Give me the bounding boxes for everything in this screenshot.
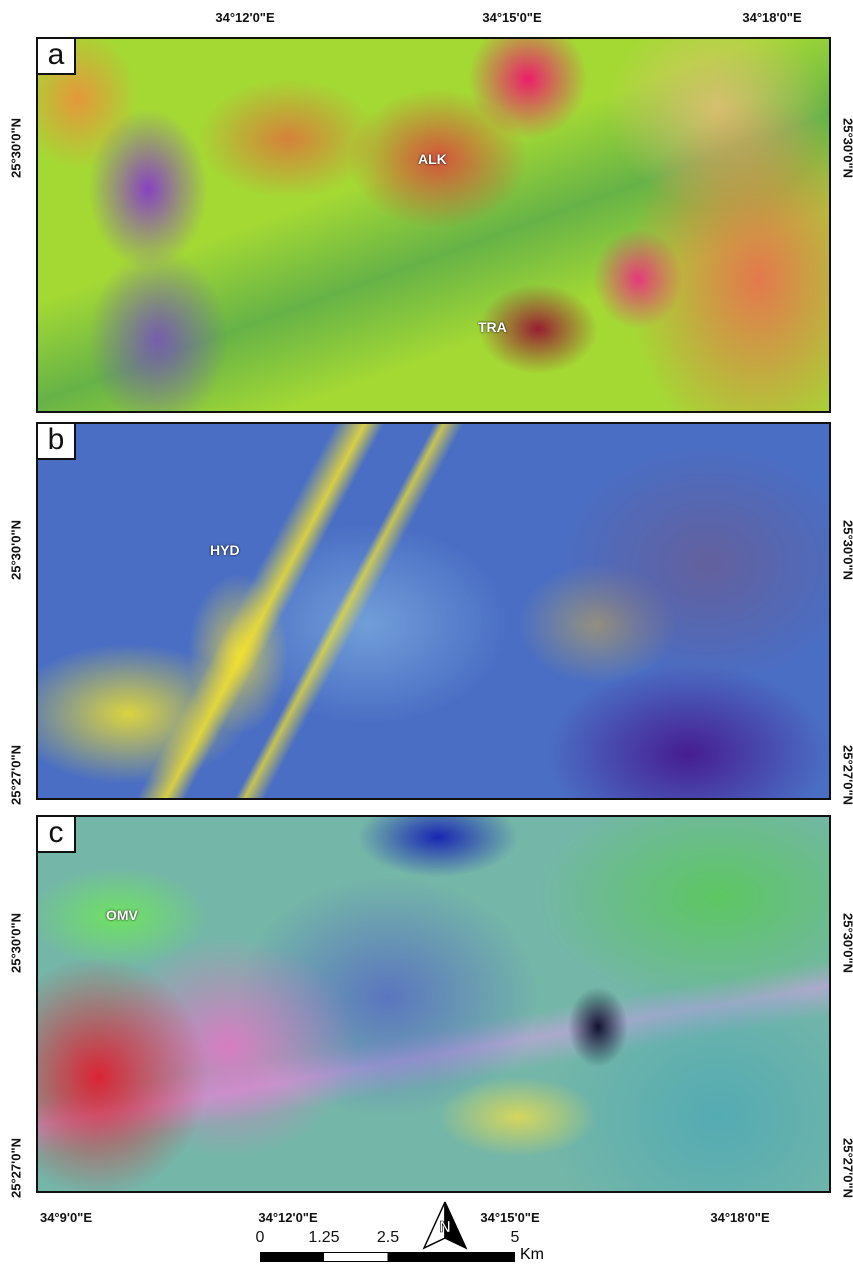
latitude-label: 25°30'0"N — [9, 520, 24, 580]
longitude-label: 34°9'0"E — [40, 1210, 92, 1225]
latitude-label: 25°30'0"N — [9, 913, 24, 973]
map-figure: 34°12'0"E 34°15'0"E 34°18'0"E a ALK TRA … — [0, 0, 853, 1264]
map-panel: b HYD — [36, 422, 831, 800]
latitude-label: 25°30'0"N — [841, 913, 853, 973]
longitude-label: 34°12'0"E — [258, 1210, 317, 1225]
longitude-label: 34°18'0"E — [710, 1210, 769, 1225]
scale-label: 5 — [511, 1229, 520, 1247]
panel-label: b — [38, 424, 76, 460]
north-arrow: N — [420, 1200, 470, 1252]
longitude-label: 34°15'0"E — [482, 10, 541, 25]
scale-bar — [260, 1252, 515, 1262]
scale-unit: Km — [520, 1246, 544, 1264]
scale-label: 1.25 — [308, 1229, 339, 1247]
north-label: N — [439, 1219, 451, 1236]
latitude-label: 25°27'0"N — [9, 745, 24, 805]
panel-label: c — [38, 817, 76, 853]
longitude-label: 34°18'0"E — [742, 10, 801, 25]
annotation: OMV — [106, 907, 138, 923]
latitude-label: 25°27'0"N — [841, 745, 853, 805]
annotation: ALK — [418, 151, 447, 167]
latitude-label: 25°30'0"N — [841, 520, 853, 580]
latitude-label: 25°27'0"N — [9, 1138, 24, 1198]
latitude-label: 25°30'0"N — [841, 118, 853, 178]
longitude-label: 34°12'0"E — [215, 10, 274, 25]
annotation: TRA — [478, 319, 507, 335]
scale-label: 2.5 — [377, 1229, 399, 1247]
latitude-label: 25°30'0"N — [9, 118, 24, 178]
longitude-label: 34°15'0"E — [480, 1210, 539, 1225]
map-panel: a ALK TRA — [36, 37, 831, 413]
map-panel: c OMV — [36, 815, 831, 1193]
panel-label: a — [38, 39, 76, 75]
scale-label: 0 — [256, 1229, 265, 1247]
latitude-label: 25°27'0"N — [841, 1138, 853, 1198]
annotation: HYD — [210, 542, 240, 558]
